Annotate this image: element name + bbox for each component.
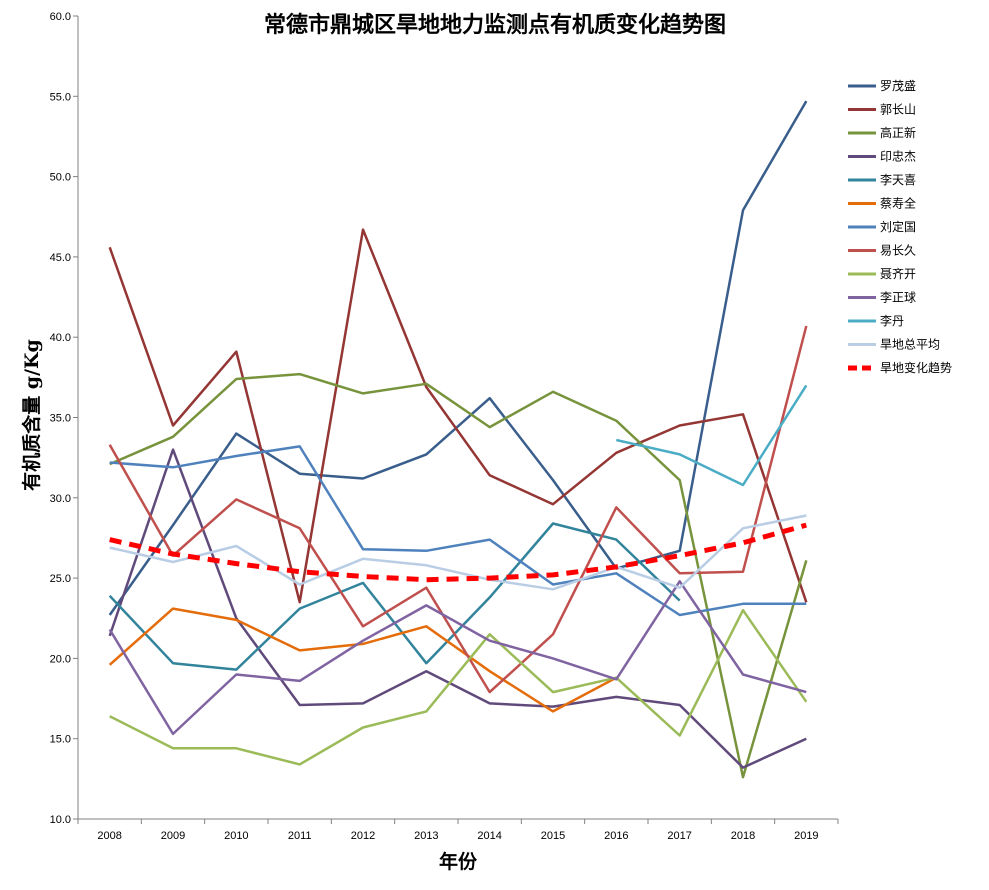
series-layer bbox=[108, 100, 808, 779]
y-tick-label: 25.0 bbox=[50, 573, 71, 585]
y-axis-title: 有机质含量 g/Kg bbox=[20, 339, 43, 491]
x-tick-label: 2018 bbox=[731, 830, 755, 842]
series-line-6 bbox=[109, 445, 807, 617]
x-tick-label: 2016 bbox=[604, 830, 628, 842]
y-tick-label: 55.0 bbox=[50, 91, 71, 103]
x-tick-label: 2015 bbox=[541, 830, 565, 842]
series-line-0 bbox=[108, 100, 808, 616]
legend-label-2: 高正新 bbox=[880, 125, 916, 140]
legend-label-9: 李正球 bbox=[880, 290, 916, 305]
y-tick-label: 40.0 bbox=[50, 332, 71, 344]
series-line-7 bbox=[108, 325, 808, 694]
y-tick-label: 20.0 bbox=[50, 653, 71, 665]
x-tick-label: 2013 bbox=[414, 830, 438, 842]
legend-label-3: 印忠杰 bbox=[880, 150, 916, 164]
x-axis-title: 年份 bbox=[439, 850, 478, 873]
series-line-10 bbox=[616, 384, 808, 487]
y-tick-label: 50.0 bbox=[50, 172, 71, 184]
series-line-5 bbox=[108, 607, 617, 713]
x-tick-label: 2014 bbox=[477, 830, 501, 842]
x-tick-label: 2010 bbox=[224, 830, 248, 842]
legend-label-4: 李天喜 bbox=[880, 172, 916, 187]
series-line-8 bbox=[109, 608, 808, 766]
legend-label-1: 郭长山 bbox=[880, 103, 916, 117]
x-tick-label: 2011 bbox=[288, 830, 312, 842]
y-tick-label: 15.0 bbox=[50, 734, 71, 746]
axes: 10.0 15.0 20.0 25.0 30.0 35.0 40.0 45.0 50.0 55.0… bbox=[50, 11, 839, 842]
y-tick-label: 35.0 bbox=[50, 413, 71, 425]
x-tick-label: 2012 bbox=[351, 830, 375, 842]
series-line-9 bbox=[108, 580, 807, 736]
legend-label-10: 李丹 bbox=[880, 313, 904, 328]
x-tick-label: 2008 bbox=[97, 830, 121, 842]
y-tick-label: 60.0 bbox=[50, 11, 71, 23]
series-line-2 bbox=[109, 372, 808, 779]
legend-label-6: 刘定国 bbox=[880, 219, 916, 234]
chart-title: 常德市鼎城区旱地地力监测点有机质变化趋势图 bbox=[264, 12, 726, 38]
legend-label-8: 聂齐开 bbox=[880, 266, 916, 281]
x-tick-label: 2017 bbox=[667, 830, 691, 842]
y-tick-label: 30.0 bbox=[50, 493, 71, 505]
x-tick-label: 2019 bbox=[794, 830, 818, 842]
y-tick-label: 10.0 bbox=[50, 814, 71, 826]
x-tick-label: 2009 bbox=[161, 830, 185, 842]
legend-label-7: 易长久 bbox=[880, 244, 916, 258]
legend-label-11: 旱地总平均 bbox=[880, 338, 940, 352]
series-line-12 bbox=[109, 522, 807, 583]
y-tick-label: 45.0 bbox=[50, 252, 71, 264]
legend-label-12: 旱地变化趋势 bbox=[880, 360, 952, 375]
series-line-1 bbox=[108, 228, 808, 604]
series-line-11 bbox=[109, 514, 807, 591]
legend-label-5: 蔡寿全 bbox=[880, 196, 916, 211]
legend: 罗茂盛郭长山高正新印忠杰李天喜蔡寿全刘定国易长久聂齐开李正球李丹旱地总平均旱地变… bbox=[848, 78, 952, 375]
legend-label-0: 罗茂盛 bbox=[880, 78, 916, 93]
